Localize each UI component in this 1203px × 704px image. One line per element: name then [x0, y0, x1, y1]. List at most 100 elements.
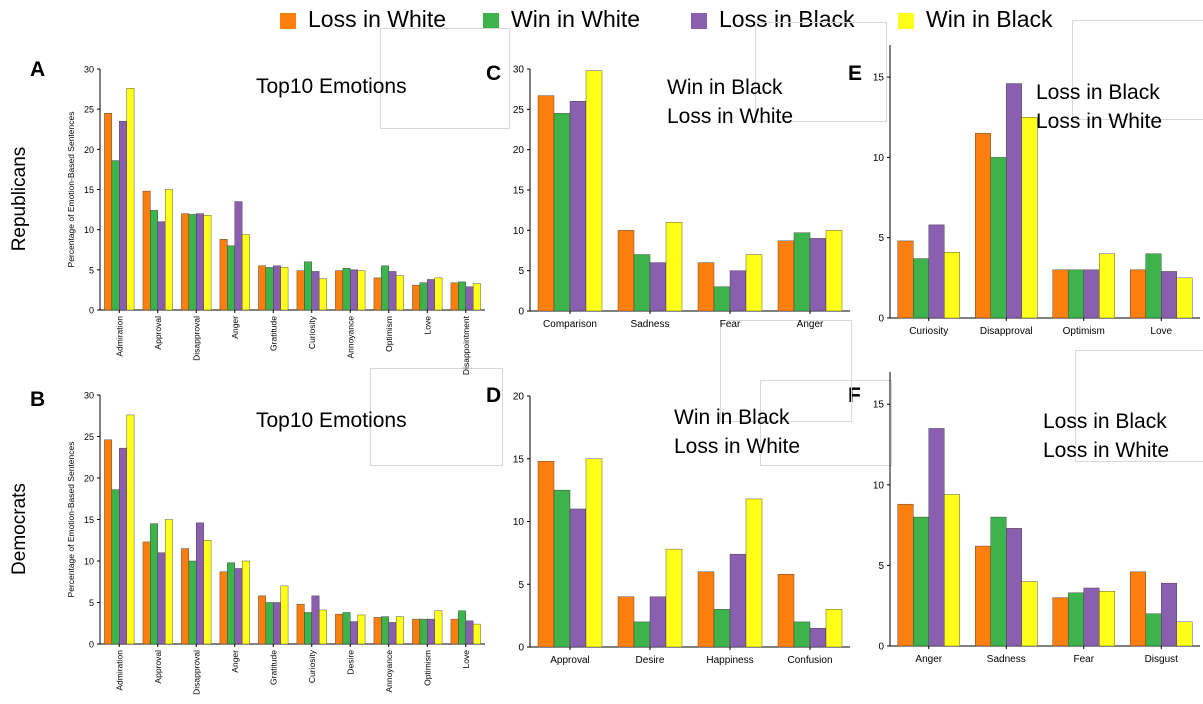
x-tick-label: Optimism	[1063, 326, 1105, 337]
bar	[585, 70, 603, 312]
y-tick-label: 25	[84, 432, 94, 442]
bar	[537, 461, 555, 648]
x-tick-label: Fear	[1073, 654, 1094, 665]
x-tick-label: Sadness	[987, 654, 1026, 665]
bar	[777, 240, 795, 312]
panel-letter-d: D	[486, 384, 502, 407]
x-tick-label: Gratitude	[268, 650, 278, 685]
x-tick-label: Approval	[550, 655, 589, 666]
bar	[897, 240, 914, 319]
frame-decoration	[755, 22, 887, 122]
bar	[1099, 591, 1115, 647]
bar	[381, 265, 389, 311]
bar	[335, 613, 344, 645]
x-tick-label: Disapproval	[191, 316, 201, 361]
x-tick-label: Annoyance	[345, 316, 355, 359]
bar	[395, 616, 404, 645]
x-tick-label: Anger	[230, 316, 240, 339]
bar	[1068, 592, 1084, 647]
bar	[472, 283, 481, 311]
bar	[335, 270, 344, 311]
y-tick-label: 10	[84, 557, 94, 567]
chart-title-line: Loss in White	[674, 435, 801, 458]
x-tick-label: Disappointment	[461, 315, 471, 375]
bar	[897, 503, 914, 647]
x-tick-label: Optimism	[384, 316, 394, 352]
legend-label: Loss in Black	[719, 6, 855, 32]
bar	[412, 618, 421, 645]
bar	[450, 618, 459, 645]
bar	[944, 251, 960, 319]
y-tick-label: 10	[513, 517, 525, 528]
bar	[203, 540, 212, 645]
bar	[569, 101, 587, 312]
bar	[342, 268, 351, 311]
y-tick-label: 20	[513, 145, 525, 156]
bar	[388, 622, 397, 645]
x-tick-label: Admiration	[114, 650, 124, 691]
x-tick-label: Desire	[636, 655, 665, 666]
panel-letter-c: C	[486, 62, 502, 85]
bar	[357, 614, 366, 645]
bar	[1161, 582, 1177, 647]
bar	[164, 189, 173, 311]
bar	[395, 275, 404, 311]
bar	[793, 621, 811, 648]
y-axis-label: Percentage of Emotion-Based Sentences	[66, 442, 76, 598]
x-tick-label: Curiosity	[909, 326, 948, 337]
bar	[219, 239, 228, 311]
x-tick-label: Curiosity	[307, 315, 317, 349]
y-tick-label: 0	[89, 640, 94, 650]
bar	[142, 541, 151, 645]
bar	[142, 190, 151, 311]
bar	[164, 519, 173, 645]
bar	[388, 271, 397, 311]
bar	[649, 262, 667, 312]
chart-title-line: Loss in Black	[1036, 81, 1160, 104]
bar	[241, 560, 250, 645]
legend-swatch	[280, 13, 296, 29]
y-tick-label: 30	[84, 391, 94, 401]
bar	[713, 286, 731, 312]
bar	[318, 609, 327, 645]
bar	[617, 596, 635, 648]
bar	[1006, 83, 1022, 319]
bar	[196, 213, 204, 311]
bar	[1052, 597, 1069, 647]
bar	[157, 221, 166, 311]
frame-decoration	[1072, 20, 1203, 120]
x-tick-label: Approval	[153, 650, 163, 684]
bar	[458, 281, 466, 311]
x-tick-label: Anger	[230, 650, 240, 673]
bar	[188, 560, 197, 645]
bar	[1145, 253, 1162, 319]
bar	[381, 616, 389, 645]
bar	[157, 552, 166, 645]
bar	[458, 610, 466, 645]
bar	[104, 439, 113, 645]
bar	[273, 602, 281, 645]
bar	[1006, 528, 1022, 647]
bar	[412, 284, 421, 311]
bar	[280, 267, 289, 311]
y-tick-label: 5	[89, 265, 94, 275]
bar	[1021, 581, 1038, 647]
bar	[1176, 277, 1193, 319]
y-tick-label: 5	[89, 598, 94, 608]
bar	[1099, 253, 1115, 319]
bar	[203, 215, 212, 311]
x-tick-label: Curiosity	[307, 649, 317, 683]
bar	[419, 618, 428, 645]
bar	[119, 447, 127, 645]
bar	[258, 265, 267, 311]
bar	[280, 585, 289, 645]
x-tick-label: Anger	[915, 654, 942, 665]
bar	[111, 489, 120, 645]
bar	[729, 553, 747, 648]
chart-title-line: Loss in Black	[1043, 410, 1167, 433]
bar	[697, 571, 715, 648]
bar	[427, 618, 435, 645]
x-tick-label: Anger	[797, 319, 824, 330]
bar	[265, 602, 274, 645]
chart-title-e: Loss in Black Loss in White	[1036, 78, 1162, 136]
